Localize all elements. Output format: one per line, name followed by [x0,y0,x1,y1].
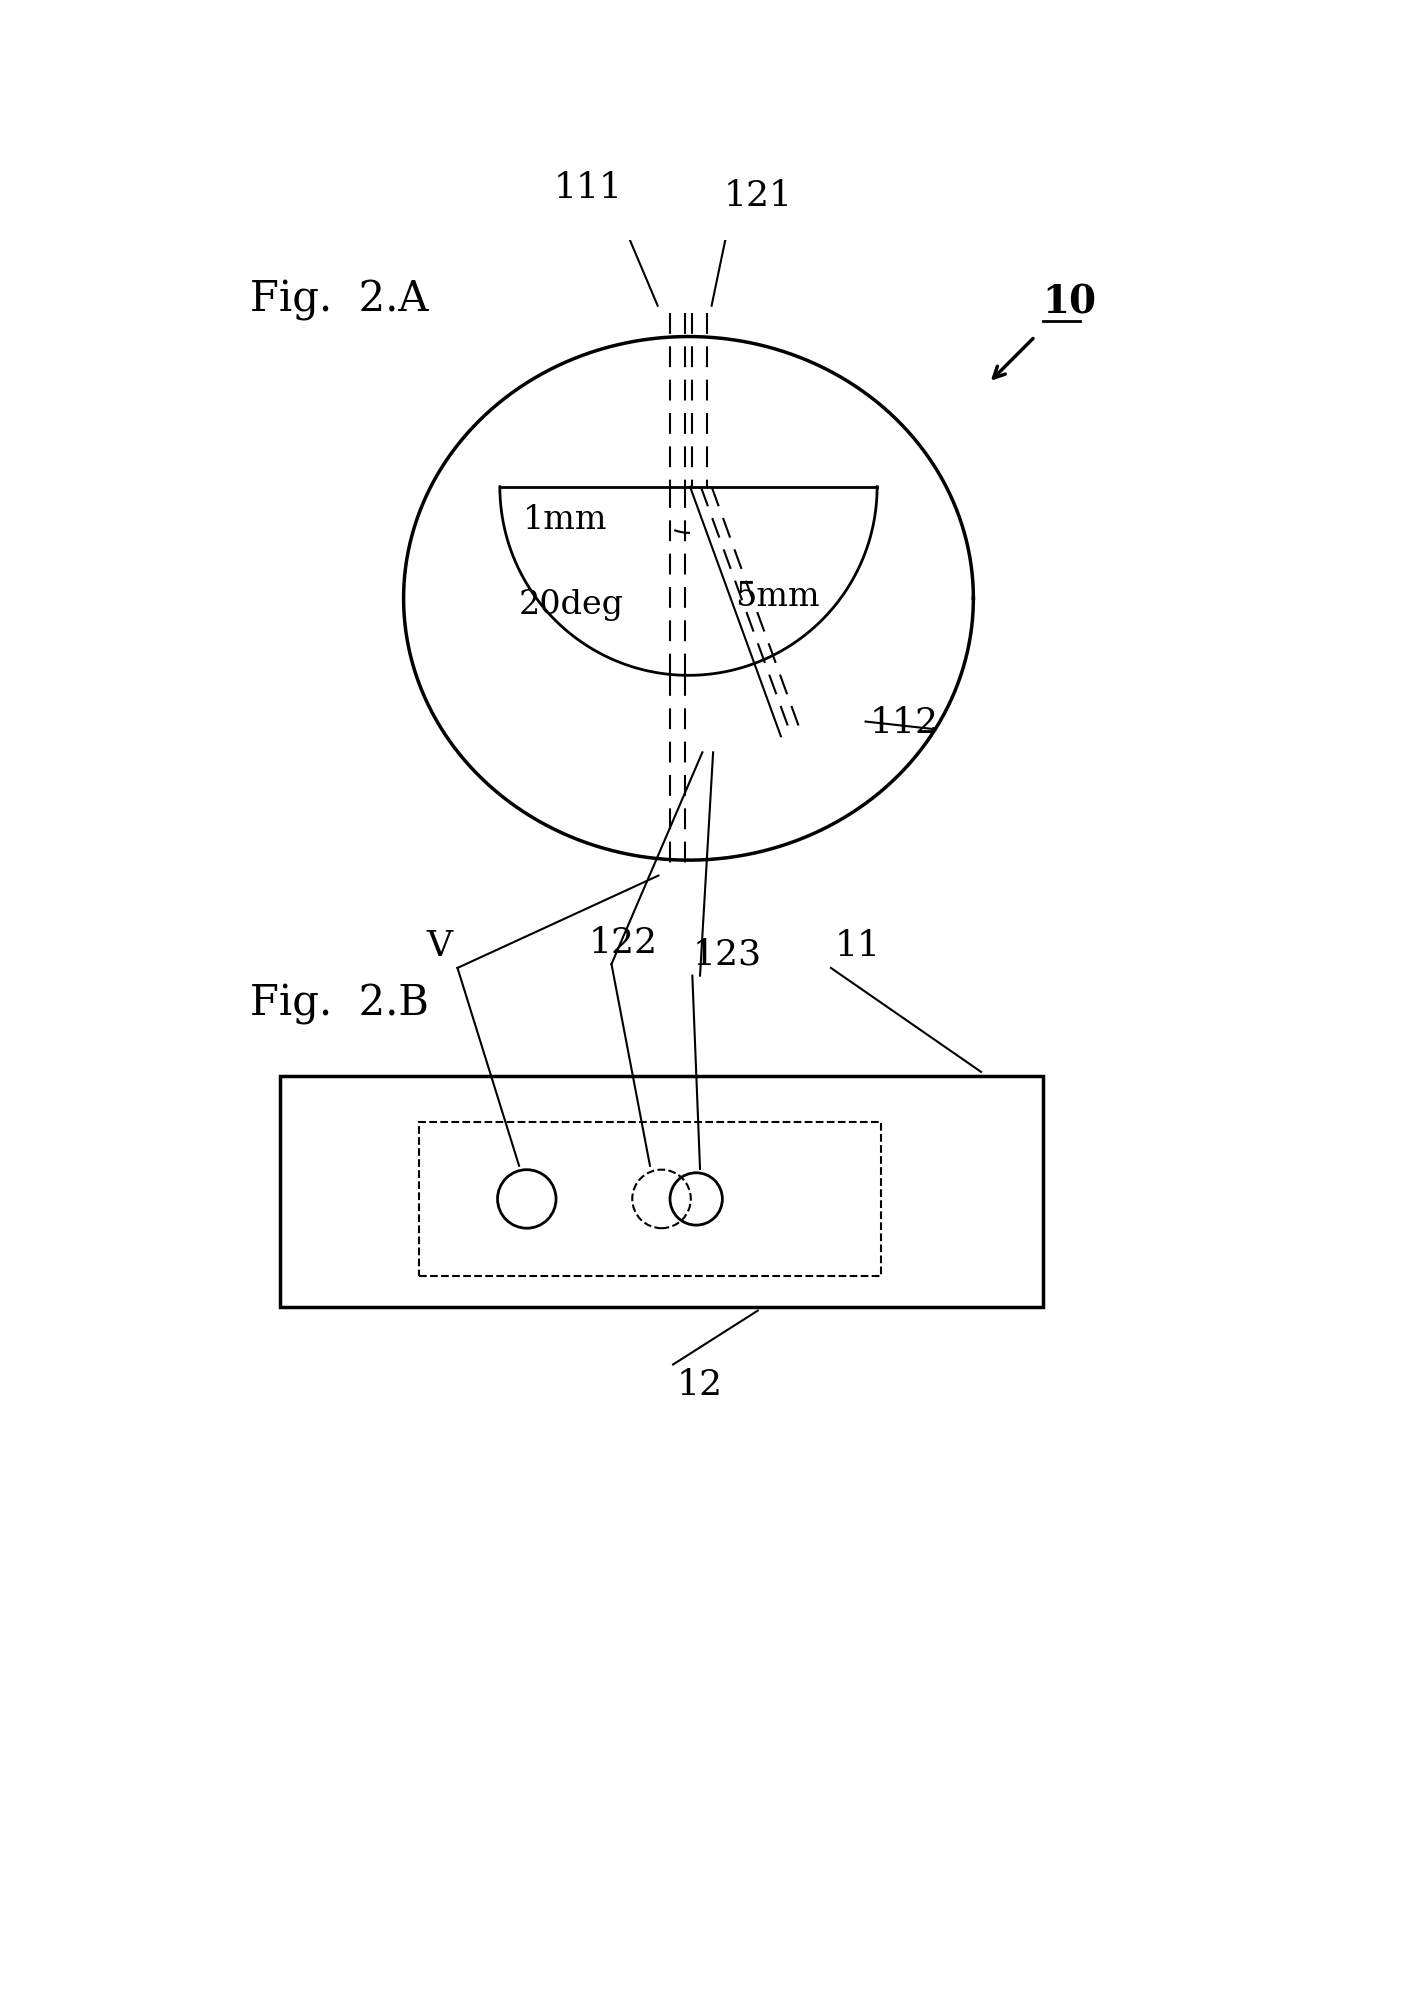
Text: 1mm: 1mm [523,505,608,537]
Text: 20deg: 20deg [519,589,624,621]
Text: Fig.  2.B: Fig. 2.B [250,984,428,1026]
Text: 12: 12 [677,1369,723,1403]
Text: V: V [427,930,452,964]
Text: 123: 123 [693,936,762,972]
Text: 121: 121 [723,178,792,214]
Text: 122: 122 [588,926,658,960]
Text: 11: 11 [834,930,881,964]
Text: 10: 10 [1042,283,1097,321]
Text: Fig.  2.A: Fig. 2.A [250,279,428,321]
Text: 112: 112 [870,707,939,741]
Text: 5mm: 5mm [735,581,819,613]
Text: 111: 111 [554,172,622,206]
Bar [280,1076,1042,1307]
Bar [419,1122,881,1275]
